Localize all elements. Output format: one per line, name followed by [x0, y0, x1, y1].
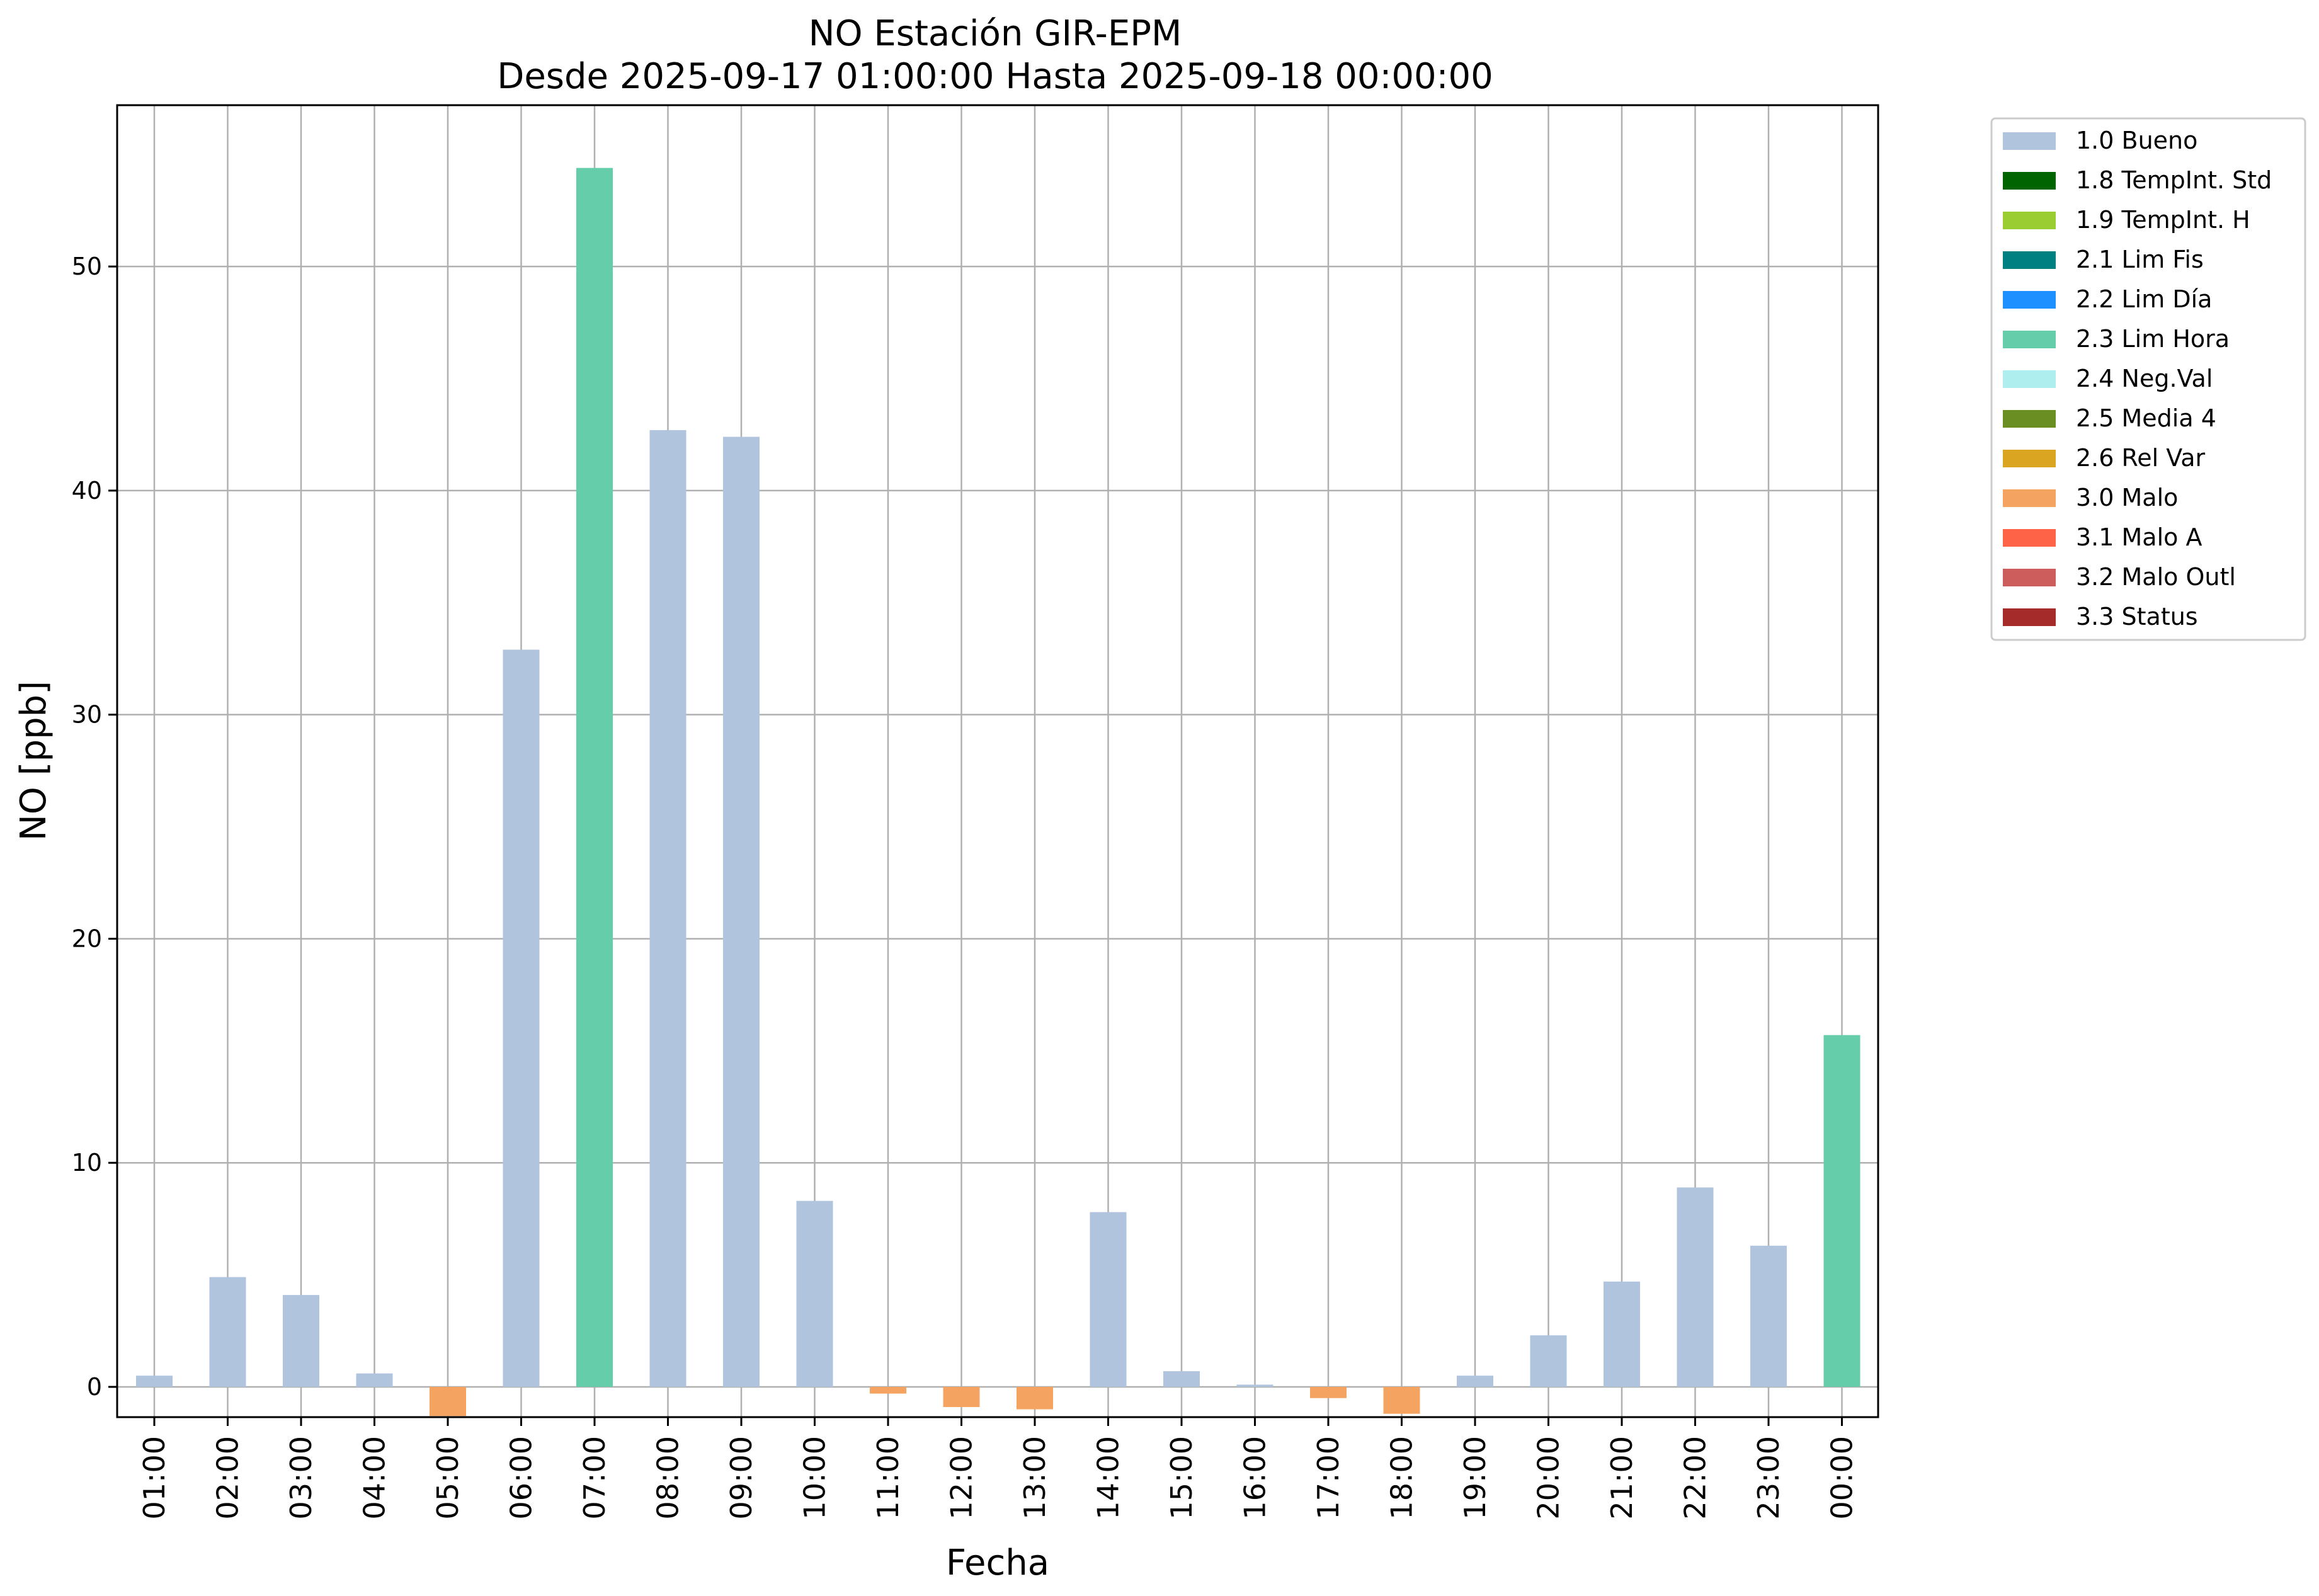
bar-19:00	[1457, 1376, 1493, 1387]
chart-title: NO Estación GIR-EPM	[809, 13, 1182, 54]
x-tick-label: 12:00	[945, 1436, 979, 1520]
bar-17:00	[1310, 1386, 1347, 1398]
legend-swatch	[2003, 132, 2056, 150]
legend-label: 3.1 Malo A	[2076, 523, 2202, 551]
x-tick-label: 11:00	[871, 1436, 905, 1520]
bar-20:00	[1530, 1335, 1567, 1387]
legend-label: 1.8 TempInt. Std	[2076, 166, 2272, 194]
x-tick-label: 04:00	[358, 1436, 392, 1520]
x-tick-label: 19:00	[1458, 1436, 1492, 1520]
x-tick-label: 05:00	[431, 1436, 465, 1520]
x-tick-label: 23:00	[1752, 1436, 1786, 1520]
x-tick-label: 21:00	[1605, 1436, 1639, 1520]
legend-swatch	[2003, 450, 2056, 467]
bar-09:00	[723, 436, 760, 1387]
legend-swatch	[2003, 172, 2056, 190]
legend-label: 3.0 Malo	[2076, 484, 2178, 511]
x-tick-label: 22:00	[1678, 1436, 1712, 1520]
legend-label: 3.3 Status	[2076, 603, 2198, 630]
bar-04:00	[356, 1373, 393, 1387]
bar-23:00	[1750, 1245, 1787, 1387]
x-tick-label: 18:00	[1385, 1436, 1419, 1520]
bar-01:00	[136, 1376, 173, 1387]
x-axis-ticks: 01:00 02:00 03:00 04:00 05:00 06:00 07:00 08:00…	[137, 1417, 1859, 1520]
x-tick-label: 09:00	[724, 1436, 758, 1520]
x-tick-label: 13:00	[1018, 1436, 1052, 1520]
grid-lines	[117, 105, 1878, 1417]
chart-subtitle: Desde 2025-09-17 01:00:00 Hasta 2025-09-…	[497, 56, 1493, 97]
x-tick-label: 15:00	[1165, 1436, 1199, 1520]
x-tick-label: 08:00	[651, 1436, 685, 1520]
x-tick-label: 16:00	[1238, 1436, 1272, 1520]
y-tick-label: 0	[87, 1373, 102, 1401]
bar-11:00	[870, 1386, 906, 1394]
bar-07:00	[576, 168, 613, 1387]
legend-label: 1.0 Bueno	[2076, 127, 2197, 154]
legend-swatch	[2003, 331, 2056, 348]
legend-label: 1.9 TempInt. H	[2076, 206, 2250, 234]
y-tick-label: 10	[72, 1149, 102, 1177]
y-axis-label: NO [ppb]	[13, 681, 54, 841]
legend-swatch	[2003, 529, 2056, 547]
bar-12:00	[943, 1386, 980, 1407]
legend-frame	[1990, 117, 2306, 641]
legend-swatch	[2003, 569, 2056, 586]
legend-swatch	[2003, 370, 2056, 388]
x-tick-label: 03:00	[284, 1436, 318, 1520]
y-tick-label: 20	[72, 925, 102, 952]
bars-group	[136, 168, 1860, 1416]
x-tick-label: 02:00	[211, 1436, 245, 1520]
legend-swatch	[2003, 291, 2056, 309]
bar-22:00	[1677, 1187, 1714, 1387]
legend-swatch	[2003, 410, 2056, 428]
bar-06:00	[503, 649, 540, 1387]
legend-label: 2.6 Rel Var	[2076, 444, 2206, 472]
legend-swatch	[2003, 489, 2056, 507]
bar-15:00	[1163, 1371, 1200, 1387]
x-tick-label: 07:00	[578, 1436, 612, 1520]
legend-label: 3.2 Malo Outl	[2076, 563, 2236, 591]
legend-swatch	[2003, 212, 2056, 229]
bar-03:00	[283, 1295, 319, 1387]
bar-05:00	[430, 1386, 466, 1416]
bar-10:00	[796, 1200, 833, 1387]
x-axis-label: Fecha	[946, 1542, 1049, 1583]
y-tick-label: 40	[72, 477, 102, 504]
legend-label: 2.2 Lim Día	[2076, 285, 2212, 313]
bar-13:00	[1017, 1386, 1053, 1410]
bar-21:00	[1604, 1281, 1640, 1387]
x-tick-label: 01:00	[137, 1436, 171, 1520]
legend-label: 2.4 Neg.Val	[2076, 365, 2213, 392]
legend-swatch	[2003, 608, 2056, 626]
bar-14:00	[1090, 1212, 1127, 1387]
x-tick-label: 20:00	[1532, 1436, 1566, 1520]
x-tick-label: 14:00	[1091, 1436, 1125, 1520]
bar-08:00	[649, 430, 687, 1387]
bar-18:00	[1383, 1386, 1420, 1414]
legend-label: 2.5 Media 4	[2076, 404, 2216, 432]
y-tick-label: 30	[72, 701, 102, 729]
legend-label: 2.1 Lim Fis	[2076, 246, 2204, 273]
bar-02:00	[209, 1277, 246, 1387]
legend-label: 2.3 Lim Hora	[2076, 325, 2230, 353]
x-tick-label: 06:00	[504, 1436, 538, 1520]
y-tick-label: 50	[72, 253, 102, 280]
legend-swatch	[2003, 251, 2056, 269]
bar-16:00	[1236, 1384, 1273, 1387]
x-tick-label: 00:00	[1825, 1436, 1859, 1520]
legend: 1.0 Bueno 1.8 TempInt. Std 1.9 TempInt. H 2…	[1990, 117, 2306, 641]
plot-frame	[116, 104, 1879, 1418]
y-axis-ticks: 0 10 20 30 40 50	[72, 253, 117, 1401]
bar-00:00	[1823, 1035, 1860, 1387]
x-tick-label: 10:00	[798, 1436, 832, 1520]
x-tick-label: 17:00	[1311, 1436, 1345, 1520]
